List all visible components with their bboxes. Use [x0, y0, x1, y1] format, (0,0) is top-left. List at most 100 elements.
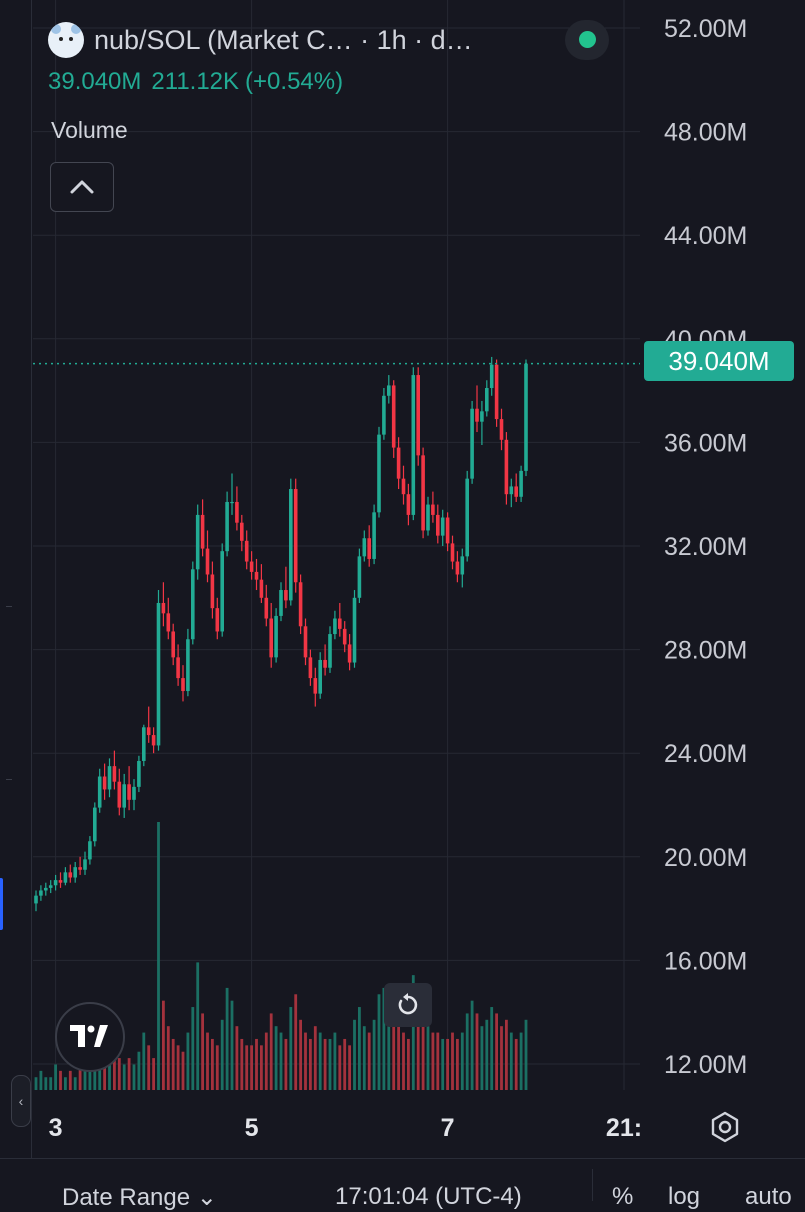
volume-bar	[220, 1019, 224, 1090]
volume-bar	[338, 1045, 342, 1090]
divider	[592, 1169, 593, 1201]
candle-body	[142, 727, 146, 761]
y-tick-label: 32.00M	[664, 533, 747, 561]
candle-body	[68, 872, 73, 878]
candle-body	[313, 678, 318, 694]
candle-body	[431, 504, 435, 515]
candle-body	[436, 514, 440, 536]
volume-bar	[441, 1038, 445, 1090]
volume-bar	[323, 1038, 327, 1090]
y-tick-label: 20.00M	[664, 844, 747, 872]
time-axis[interactable]: 3 5 7 21:	[49, 1114, 642, 1142]
volume-bar	[407, 1038, 410, 1090]
candle-body	[514, 486, 518, 497]
volume-bar	[186, 1032, 190, 1090]
market-status[interactable]	[565, 20, 609, 60]
volume-bar	[274, 1026, 278, 1090]
volume-bar	[284, 1038, 288, 1090]
volume-bar	[500, 1026, 503, 1090]
candle-body	[499, 419, 504, 440]
tradingview-logo-icon[interactable]	[55, 1002, 125, 1072]
collapse-legend-button[interactable]	[50, 162, 114, 212]
volume-bar	[68, 1070, 72, 1090]
volume-bar	[362, 1026, 366, 1090]
candle-body	[274, 615, 278, 658]
candle-body	[279, 590, 283, 616]
auto-scale-toggle[interactable]: auto	[745, 1183, 792, 1210]
volume-bar	[495, 1013, 498, 1090]
last-price-label: 39.040M	[644, 341, 794, 381]
chevron-left-icon[interactable]: ‹	[11, 1075, 31, 1127]
candle-body	[166, 613, 171, 632]
volume-bar	[73, 1077, 77, 1090]
volume-bar	[309, 1038, 312, 1090]
date-range-button[interactable]: Date Range ⌄	[62, 1183, 217, 1212]
volume-bar	[240, 1038, 244, 1090]
candle-body	[338, 618, 342, 629]
price-axis[interactable]: 52.00M48.00M44.00M40.00M36.00M32.00M28.0…	[664, 15, 747, 1079]
candle-body	[181, 678, 185, 692]
candle-body	[347, 644, 352, 663]
candle-body	[485, 388, 489, 412]
candle-body	[328, 634, 332, 668]
candle-body	[289, 489, 293, 601]
volume-bar	[416, 1000, 420, 1090]
volume-bar	[132, 1064, 136, 1090]
volume-bar	[289, 1007, 293, 1090]
chart-settings-button[interactable]	[704, 1106, 746, 1148]
candle-body	[122, 784, 126, 808]
symbol-row[interactable]: nub/SOL (Market C… · 1h · d…	[48, 20, 473, 60]
volume-indicator-label[interactable]: Volume	[51, 117, 128, 143]
candle-body	[318, 659, 322, 694]
candle-body	[524, 363, 528, 471]
candle-body	[249, 561, 254, 572]
candle-body	[88, 841, 92, 860]
candle-body	[176, 657, 180, 679]
symbol-title[interactable]: nub/SOL (Market C… · 1h · d…	[94, 24, 473, 55]
volume-bar	[255, 1038, 258, 1090]
volume-bar	[377, 994, 381, 1090]
volume-bar	[505, 1019, 508, 1090]
volume-bar	[304, 1032, 307, 1090]
volume-bar	[34, 1077, 38, 1090]
price-chart[interactable]: 52.00M48.00M44.00M40.00M36.00M32.00M28.0…	[0, 0, 805, 1160]
x-tick-label: 5	[245, 1114, 259, 1142]
candle-body	[132, 786, 136, 800]
volume-bar	[397, 1026, 400, 1090]
candle-body	[235, 501, 239, 523]
candle-body	[362, 538, 367, 557]
volume-bar	[264, 1032, 268, 1090]
candle-body	[460, 556, 465, 575]
percent-scale-toggle[interactable]: %	[612, 1183, 634, 1210]
volume-bar	[446, 1038, 449, 1090]
volume-bar	[230, 1000, 234, 1090]
candle-body	[73, 867, 77, 878]
candle-body	[171, 631, 175, 658]
volume-bar	[328, 1038, 332, 1090]
current-value: 39.040M	[48, 68, 142, 95]
reset-chart-button[interactable]	[384, 983, 432, 1027]
volume-bar	[103, 1058, 106, 1090]
volume-bar	[157, 822, 160, 1090]
candle-body	[416, 375, 420, 456]
volume-bar	[470, 1000, 474, 1090]
candle-body	[97, 776, 102, 808]
candle-body	[494, 364, 499, 420]
candle-body	[480, 411, 484, 422]
volume-bar	[108, 1051, 111, 1090]
timezone-clock[interactable]: 17:01:04 (UTC-4)	[335, 1183, 522, 1210]
active-tool-indicator[interactable]	[0, 878, 3, 930]
candles	[34, 356, 528, 912]
candle-body	[519, 470, 523, 497]
volume-bars	[34, 822, 528, 1090]
candle-body	[352, 597, 357, 663]
bottom-toolbar: Date Range ⌄ 17:01:04 (UTC-4) % log auto	[0, 1158, 805, 1211]
candle-body	[112, 766, 117, 782]
candle-body	[195, 514, 200, 570]
toolbar-tick	[6, 779, 12, 780]
log-scale-toggle[interactable]: log	[668, 1183, 701, 1210]
volume-bar	[318, 1032, 322, 1090]
candle-body	[107, 766, 112, 790]
x-tick-label: 21:	[606, 1114, 642, 1142]
candle-body	[58, 880, 63, 883]
